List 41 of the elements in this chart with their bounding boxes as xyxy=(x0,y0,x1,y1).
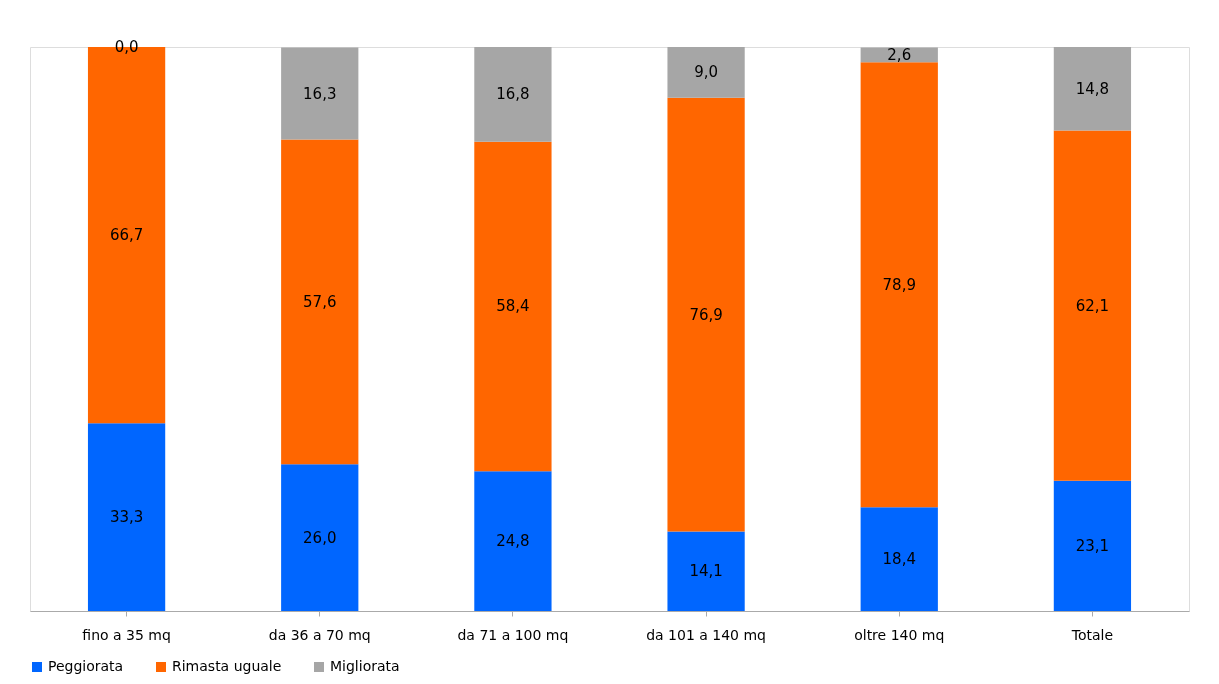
data-label: 33,3 xyxy=(109,508,144,527)
x-tick-label: da 71 a 100 mq xyxy=(457,626,569,643)
bar xyxy=(474,471,552,611)
bar xyxy=(87,423,166,611)
data-label: 18,4 xyxy=(882,550,916,569)
data-label: 57,6 xyxy=(303,292,337,311)
data-label: 14,1 xyxy=(689,562,723,581)
data-label: 62,1 xyxy=(1075,296,1110,315)
x-tick-label: Totale xyxy=(1070,626,1114,643)
bar xyxy=(281,464,359,611)
bar xyxy=(860,507,938,611)
data-label: 24,8 xyxy=(496,532,530,551)
data-label: 76,9 xyxy=(689,305,723,324)
x-tick-label: oltre 140 mq xyxy=(854,626,945,643)
bar xyxy=(860,62,938,508)
data-label: 16,3 xyxy=(303,84,337,103)
bar xyxy=(281,47,359,140)
bar xyxy=(667,97,745,532)
data-label: 66,7 xyxy=(109,226,144,245)
legend-label: Migliorata xyxy=(330,658,400,674)
legend-label: Rimasta uguale xyxy=(172,658,282,674)
data-label: 14,8 xyxy=(1075,79,1110,98)
bar xyxy=(667,531,745,611)
bar xyxy=(1053,47,1132,131)
bar xyxy=(1053,130,1132,481)
x-tick-label: da 101 a 140 mq xyxy=(646,626,766,643)
data-label: 58,4 xyxy=(496,297,530,316)
bar xyxy=(474,141,552,472)
data-label: 16,8 xyxy=(496,85,530,104)
bar xyxy=(1053,480,1132,611)
data-label: 2,6 xyxy=(887,45,912,64)
x-tick-label: da 36 a 70 mq xyxy=(268,626,371,643)
data-label: 78,9 xyxy=(882,275,916,294)
bar xyxy=(667,47,745,98)
data-label: 26,0 xyxy=(303,528,337,547)
data-label: 9,0 xyxy=(694,63,719,82)
data-label: 23,1 xyxy=(1075,536,1110,555)
legend-label: Peggiorata xyxy=(48,658,124,674)
bar xyxy=(474,47,552,142)
x-tick-label: fino a 35 mq xyxy=(82,626,171,643)
bar xyxy=(281,139,359,465)
